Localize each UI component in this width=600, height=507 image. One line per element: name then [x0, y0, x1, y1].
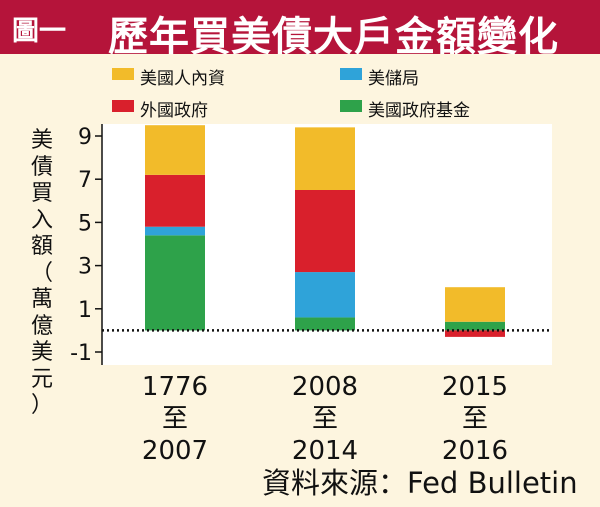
x-tick-label: 2008 [292, 372, 358, 402]
y-label-char: 入 [31, 207, 54, 233]
bar-segment [295, 272, 355, 318]
bar-segment [295, 317, 355, 331]
y-tick-label: 3 [78, 255, 92, 280]
x-tick-label: 2015 [442, 372, 508, 402]
chart-title: 歷年買美債大戶金額變化 [108, 14, 559, 60]
legend-label: 美國政府基金 [368, 101, 470, 121]
y-label-char: 買 [31, 181, 54, 206]
y-axis-label: 美 債 買 入 額 （ 萬 億 美 元 ） [31, 128, 53, 420]
y-tick-label: 9 [78, 125, 92, 150]
bar-segment [145, 226, 205, 236]
legend-swatch [112, 100, 134, 112]
x-tick-label: 至 [462, 404, 488, 434]
y-label-char: （ [31, 260, 54, 286]
y-tick-label: 1 [78, 298, 92, 323]
y-tick-label: 7 [78, 168, 92, 193]
legend-swatch [112, 68, 134, 80]
bar-segment [445, 330, 505, 337]
x-tick-label: 2007 [142, 436, 208, 466]
x-tick-label: 2014 [292, 436, 358, 466]
x-tick-label: 2016 [442, 436, 508, 466]
bar-segment [145, 125, 205, 175]
figure-label: 圖一 [12, 16, 66, 47]
legend-label: 外國政府 [140, 101, 208, 121]
legend-label: 美儲局 [368, 69, 419, 89]
bar-segment [295, 127, 355, 190]
legend-swatch [340, 68, 362, 80]
legend-swatch [340, 100, 362, 112]
bar-segment [145, 174, 205, 227]
y-label-char: 美 [31, 340, 54, 365]
y-label-char: 元 [31, 366, 54, 392]
source-note: 資料來源：Fed Bulletin [262, 466, 578, 500]
x-tick-label: 至 [162, 404, 188, 434]
bar-segment [445, 321, 505, 331]
bar-segment [445, 287, 505, 322]
y-label-char: 萬 [31, 287, 54, 312]
title-bar: 圖一 歷年買美債大戶金額變化 [0, 0, 600, 60]
legend-label: 美國人內資 [140, 69, 225, 89]
y-label-char: 額 [31, 234, 54, 259]
y-tick-label: 5 [78, 211, 92, 236]
y-label-char: ） [31, 393, 54, 418]
bar-segment [295, 190, 355, 273]
y-label-char: 億 [31, 313, 54, 339]
y-tick-label: -1 [70, 341, 92, 366]
y-label-char: 美 [31, 128, 54, 153]
y-label-char: 債 [31, 154, 54, 180]
x-tick-label: 至 [312, 404, 338, 434]
bar-segment [145, 235, 205, 331]
x-tick-label: 1776 [142, 372, 208, 402]
